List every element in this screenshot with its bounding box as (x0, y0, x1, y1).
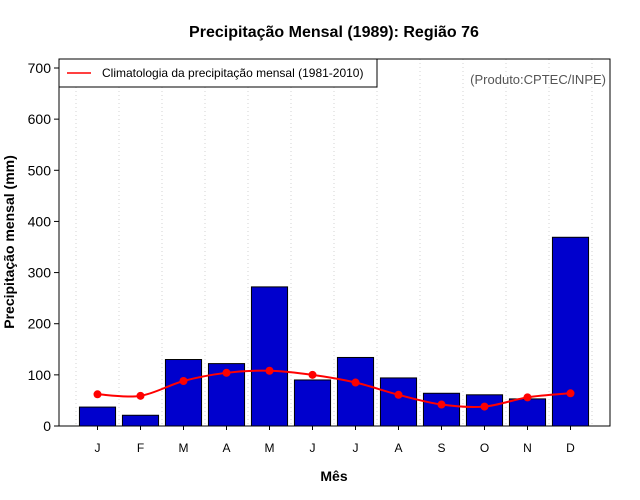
plot-frame (58, 58, 611, 427)
legend: Climatologia da precipitação mensal (198… (58, 58, 378, 88)
x-tick-label: A (394, 441, 402, 455)
bar-1 (121, 414, 160, 427)
climatology-point-4 (265, 366, 274, 375)
bar-6 (336, 356, 375, 427)
climatology-point-8 (437, 400, 446, 409)
x-tick-label: J (95, 441, 101, 455)
x-tick-label: N (523, 441, 532, 455)
climatology-line-series (93, 366, 575, 411)
bar-7 (379, 377, 418, 427)
x-tick-label: S (437, 441, 445, 455)
x-axis-label: Mês (320, 468, 347, 484)
y-axis-label: Precipitação mensal (mm) (1, 155, 17, 329)
y-axis: 0 100 200 300 400 500 600 700 (28, 60, 59, 434)
y-tick-label: 100 (28, 367, 52, 383)
y-tick-label: 200 (28, 316, 52, 332)
x-tick-label: J (353, 441, 359, 455)
climatology-point-10 (523, 393, 532, 402)
x-tick-label: D (566, 441, 575, 455)
grid-lines (75, 59, 593, 426)
credit-text: (Produto:CPTEC/INPE) (470, 72, 606, 87)
x-tick-label: J (310, 441, 316, 455)
x-tick-label: O (480, 441, 489, 455)
climatology-point-6 (351, 378, 360, 387)
bar-0 (78, 406, 117, 427)
climatology-point-2 (179, 376, 188, 385)
bar-11 (551, 236, 590, 427)
bar-series (78, 236, 590, 427)
x-tick-label: F (137, 441, 144, 455)
bar-4 (250, 286, 289, 427)
y-tick-label: 400 (28, 213, 52, 229)
y-tick-label: 700 (28, 60, 52, 76)
y-tick-label: 600 (28, 111, 52, 127)
bar-8 (422, 392, 461, 427)
climatology-point-0 (93, 390, 102, 399)
climatology-point-5 (308, 370, 317, 379)
bar-5 (293, 379, 332, 427)
x-tick-label: A (222, 441, 230, 455)
y-tick-label: 0 (43, 418, 51, 434)
y-tick-label: 300 (28, 265, 52, 281)
climatology-point-11 (566, 389, 575, 398)
legend-box (58, 58, 378, 88)
bar-10 (508, 398, 547, 427)
climatology-point-1 (136, 391, 145, 400)
y-tick-label: 500 (28, 162, 52, 178)
x-tick-label: M (265, 441, 275, 455)
chart-title: Precipitação Mensal (1989): Região 76 (189, 24, 479, 41)
climatology-point-3 (222, 368, 231, 377)
climatology-point-7 (394, 390, 403, 399)
climatology-point-9 (480, 402, 489, 411)
legend-label: Climatologia da precipitação mensal (198… (102, 66, 363, 80)
bar-2 (164, 359, 203, 427)
x-tick-label: M (179, 441, 189, 455)
